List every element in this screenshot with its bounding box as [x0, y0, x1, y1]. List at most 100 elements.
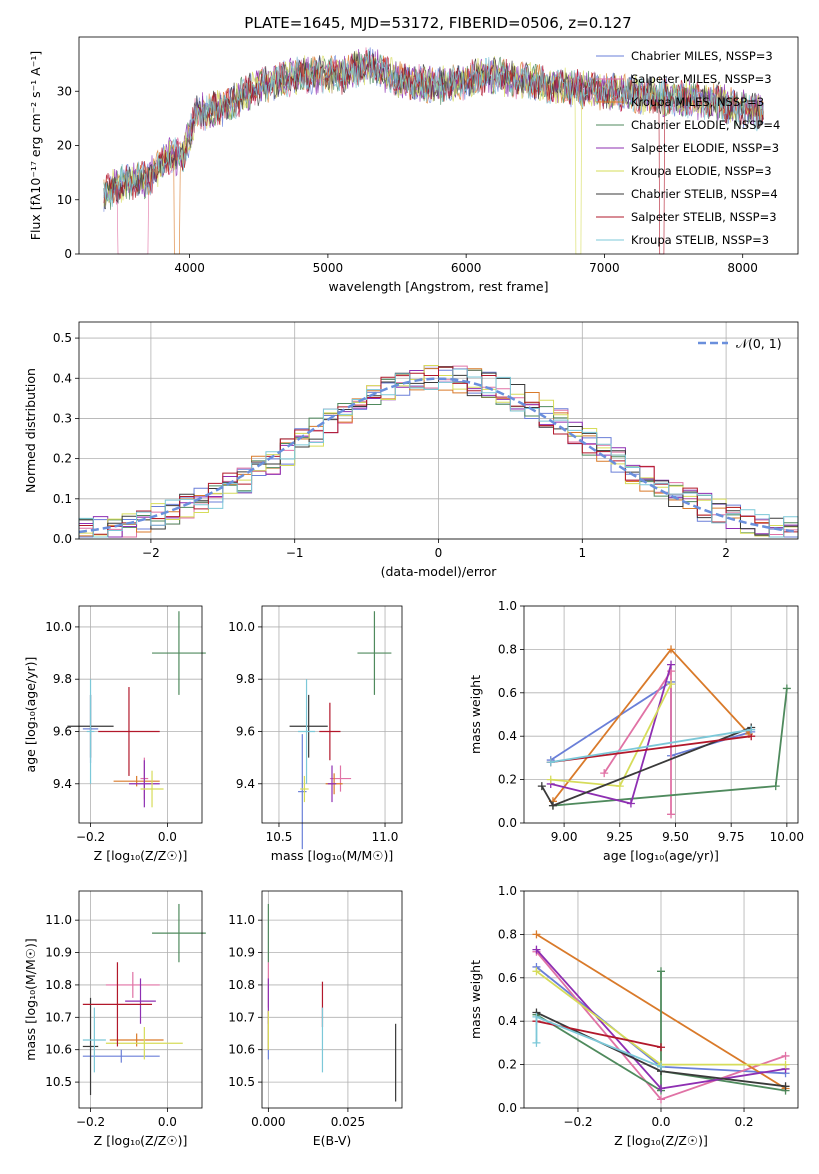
x-tick-label: −0.2	[563, 1115, 592, 1129]
weight-marker	[546, 758, 555, 767]
x-tick-label: 5000	[313, 261, 344, 275]
weight-marker	[657, 1084, 665, 1093]
y-tick-label: 0.6	[498, 686, 517, 700]
spectrum-line-8	[103, 49, 764, 255]
y-tick-label: 1.0	[498, 884, 517, 898]
histogram-9	[78, 368, 799, 539]
plot-frame	[78, 605, 203, 824]
weight-marker	[667, 810, 676, 819]
weight-marker	[532, 1038, 541, 1047]
weight-marker	[548, 801, 557, 810]
x-axis-label: (data-model)/error	[381, 564, 498, 579]
y-tick-label: 10.9	[228, 946, 255, 960]
y-tick-label: 20	[57, 139, 72, 153]
y-tick-label: 0.8	[498, 927, 517, 941]
legend-label: Chabrier MILES, NSSP=3	[631, 49, 773, 63]
y-tick-label: 0.3	[53, 411, 72, 425]
weight-marker	[657, 1043, 665, 1052]
legend-label: Salpeter STELIB, NSSP=3	[631, 210, 777, 224]
weight-marker	[532, 1012, 541, 1021]
weight-line-4	[536, 971, 786, 1093]
legend-label: Salpeter ELODIE, NSSP=3	[631, 141, 779, 155]
x-tick-label: 6000	[451, 261, 482, 275]
normal-curve	[78, 377, 796, 534]
weight-line-8	[550, 735, 752, 764]
y-tick-label: 0.2	[53, 452, 72, 466]
y-tick-label: 10	[57, 193, 72, 207]
x-tick-label: 0	[435, 546, 443, 560]
plot-frame	[78, 321, 799, 540]
y-tick-label: 0.1	[53, 492, 72, 506]
y-tick-label: 0.5	[53, 331, 72, 345]
x-tick-label: 7000	[589, 261, 620, 275]
x-tick-label: 10.5	[266, 830, 293, 844]
panel-5: 9.00 9.25 9.50 9.75 10.00 0.0 0.2 0.4 0.6 0.8 1.0 a…	[468, 599, 804, 863]
weight-marker	[626, 799, 635, 808]
panel-3: −0.2 0.0 9.4 9.6 9.8 10.0 Z [log₁₀(Z/Z☉)] age […	[23, 605, 206, 863]
x-tick-label: 9.25	[606, 830, 633, 844]
legend-label: Chabrier ELODIE, NSSP=4	[631, 118, 780, 132]
y-axis-label: age [log₁₀(age/yr)]	[23, 657, 38, 773]
weight-marker	[781, 1082, 790, 1091]
y-tick-label: 0.8	[498, 642, 517, 656]
legend-label: Salpeter MILES, NSSP=3	[631, 72, 772, 86]
weight-marker	[781, 1060, 790, 1069]
x-tick-label: 0.025	[331, 1115, 365, 1129]
x-tick-label: 0.2	[734, 1115, 753, 1129]
y-tick-label: 10.0	[228, 620, 255, 634]
y-tick-label: 0.4	[498, 1014, 517, 1028]
legend-label: 𝒩(0, 1)	[736, 336, 782, 351]
y-tick-label: 10.0	[45, 620, 72, 634]
y-tick-label: 10.6	[45, 1043, 72, 1057]
x-axis-label: age [log₁₀(age/yr)]	[603, 848, 719, 863]
x-tick-label: 2	[722, 546, 730, 560]
panel-8: −0.2 0.0 0.2 0.0 0.2 0.4 0.6 0.8 1.0 Z [log₁₀(Z/Z…	[468, 884, 799, 1148]
y-tick-label: 10.5	[228, 1075, 255, 1089]
weight-line-9	[550, 728, 752, 764]
weight-marker	[781, 1051, 790, 1060]
y-tick-label: 10.8	[45, 978, 72, 992]
plot-frame	[261, 605, 403, 824]
y-tick-label: 0	[64, 247, 72, 261]
panel-4: 10.5 11.0 9.4 9.6 9.8 10.0 mass [log₁₀(M/M☉)]	[228, 605, 403, 863]
x-axis-label: wavelength [Angstrom, rest frame]	[328, 279, 548, 294]
x-tick-label: −0.2	[76, 1115, 105, 1129]
x-tick-label: −2	[142, 546, 160, 560]
y-tick-label: 10.5	[45, 1075, 72, 1089]
y-tick-label: 1.0	[498, 599, 517, 613]
weight-marker	[782, 684, 791, 693]
x-tick-label: 9.00	[551, 830, 578, 844]
x-tick-label: 0.0	[158, 830, 177, 844]
y-tick-label: 0.4	[498, 729, 517, 743]
weight-marker	[667, 680, 676, 689]
weight-marker	[657, 1062, 665, 1071]
x-tick-label: 0.0	[158, 1115, 177, 1129]
y-tick-label: 9.4	[53, 777, 72, 791]
x-tick-label: 8000	[727, 261, 758, 275]
x-tick-label: 4000	[174, 261, 205, 275]
x-tick-label: −1	[286, 546, 304, 560]
y-tick-label: 30	[57, 84, 72, 98]
x-tick-label: 11.0	[372, 830, 399, 844]
weight-marker	[667, 645, 676, 654]
legend-label: Kroupa STELIB, NSSP=3	[631, 233, 769, 247]
plot-frame	[523, 890, 799, 1109]
y-tick-label: 0.4	[53, 371, 72, 385]
x-tick-label: 9.50	[662, 830, 689, 844]
y-axis-label: Normed distribution	[23, 368, 38, 493]
y-tick-label: 9.6	[236, 724, 255, 738]
x-axis-label: Z [log₁₀(Z/Z☉)]	[614, 1133, 708, 1148]
y-tick-label: 9.8	[236, 672, 255, 686]
y-tick-label: 9.4	[236, 777, 255, 791]
y-axis-label: mass weight	[468, 675, 483, 754]
y-tick-label: 0.0	[498, 1101, 517, 1115]
x-axis-label: E(B-V)	[313, 1133, 352, 1148]
panel-2: −2 −1 0 1 2 0.0 0.1 0.2 0.3 0.4 0.5 (data-model)/er…	[23, 321, 799, 579]
spectrum-line-9	[103, 48, 764, 207]
plot-frame	[523, 605, 799, 824]
weight-marker	[667, 660, 676, 669]
y-axis-label: mass weight	[468, 960, 483, 1039]
legend-label: Chabrier STELIB, NSSP=4	[631, 187, 778, 201]
y-tick-label: 10.7	[45, 1010, 72, 1024]
